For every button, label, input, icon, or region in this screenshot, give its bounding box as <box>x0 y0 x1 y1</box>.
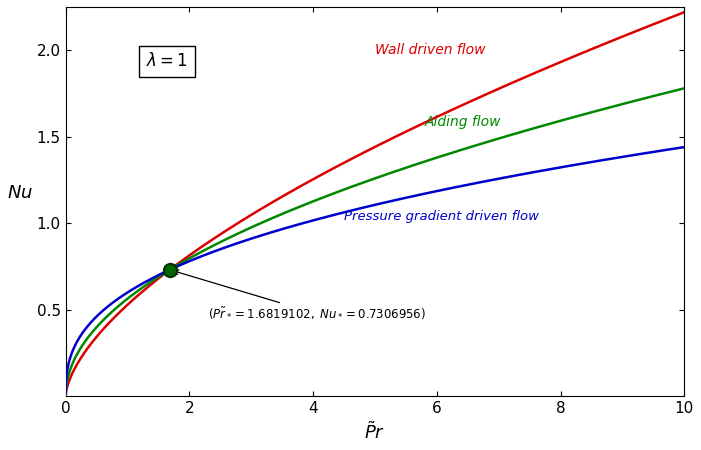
Text: $(P\tilde{r}_* = 1.6819102,\; Nu_* = 0.7306956)$: $(P\tilde{r}_* = 1.6819102,\; Nu_* = 0.7… <box>174 270 426 321</box>
Text: Aiding flow: Aiding flow <box>425 115 501 129</box>
Text: Pressure gradient driven flow: Pressure gradient driven flow <box>344 210 539 223</box>
Text: $\lambda = 1$: $\lambda = 1$ <box>146 53 188 71</box>
Text: Wall driven flow: Wall driven flow <box>375 43 486 57</box>
X-axis label: $\tilde{P}r$: $\tilde{P}r$ <box>365 422 386 443</box>
Y-axis label: $Nu$: $Nu$ <box>7 184 33 202</box>
